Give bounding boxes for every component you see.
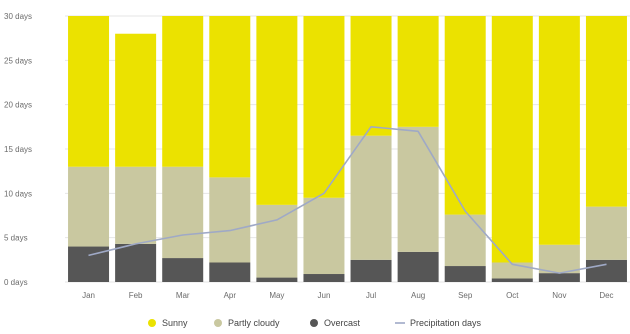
- bar-sunny-oct: [491, 16, 533, 263]
- bar-partly-cloudy-nov: [538, 244, 580, 274]
- precipitation-days-line: [88, 126, 607, 274]
- bar-overcast-feb: [115, 243, 157, 282]
- bar-partly-cloudy-may: [256, 204, 298, 278]
- bar-overcast-mar: [162, 258, 204, 282]
- bar-partly-cloudy-jun: [303, 197, 345, 275]
- bar-sunny-feb: [115, 33, 157, 167]
- stacked-bars: [68, 16, 627, 282]
- bar-overcast-may: [256, 277, 298, 282]
- x-tick-label: May: [269, 291, 284, 300]
- bar-overcast-aug: [397, 251, 439, 282]
- bar-sunny-dec: [585, 16, 627, 207]
- legend-label-sunny: Sunny: [162, 318, 188, 328]
- legend: Sunny Partly cloudy Overcast Precipitation …: [148, 318, 482, 328]
- x-tick-label: Jul: [366, 291, 376, 300]
- bar-sunny-jun: [303, 16, 345, 198]
- bar-sunny-nov: [538, 16, 580, 245]
- legend-item-precipitation-days: Precipitation days: [395, 318, 482, 328]
- legend-swatch-sunny: [148, 319, 156, 327]
- bar-overcast-jul: [350, 259, 392, 282]
- x-tick-label: Oct: [506, 291, 519, 300]
- bar-sunny-aug: [397, 16, 439, 127]
- x-tick-label: Nov: [552, 291, 566, 300]
- legend-label-partly-cloudy: Partly cloudy: [228, 318, 280, 328]
- x-tick-label: Dec: [599, 291, 613, 300]
- bar-overcast-nov: [538, 273, 580, 282]
- bar-overcast-dec: [585, 259, 627, 282]
- legend-item-sunny: Sunny: [148, 318, 188, 328]
- bar-partly-cloudy-aug: [397, 126, 439, 252]
- gridlines: [65, 15, 630, 283]
- bar-overcast-jun: [303, 274, 345, 282]
- y-tick-label: 15 days: [4, 145, 32, 154]
- bar-partly-cloudy-feb: [115, 166, 157, 244]
- y-tick-label: 0 days: [4, 278, 28, 287]
- x-tick-label: Mar: [176, 291, 190, 300]
- x-tick-label: Jun: [318, 291, 331, 300]
- precipitation-line: [88, 126, 607, 274]
- bar-sunny-jul: [350, 16, 392, 136]
- bar-sunny-jan: [68, 16, 110, 167]
- bar-overcast-oct: [491, 278, 533, 282]
- bar-overcast-apr: [209, 262, 251, 282]
- y-tick-label: 10 days: [4, 189, 32, 198]
- legend-label-precipitation-days: Precipitation days: [410, 318, 482, 328]
- bar-sunny-apr: [209, 16, 251, 178]
- x-tick-label: Jan: [82, 291, 95, 300]
- bar-sunny-may: [256, 16, 298, 205]
- y-tick-label: 5 days: [4, 234, 28, 243]
- legend-swatch-overcast: [310, 319, 318, 327]
- bar-sunny-sep: [444, 16, 486, 215]
- bar-partly-cloudy-apr: [209, 177, 251, 263]
- bar-partly-cloudy-mar: [162, 166, 204, 259]
- bar-overcast-sep: [444, 266, 486, 282]
- x-tick-label: Sep: [458, 291, 473, 300]
- bar-sunny-mar: [162, 16, 204, 167]
- legend-item-overcast: Overcast: [310, 318, 361, 328]
- bar-partly-cloudy-dec: [585, 206, 627, 260]
- legend-item-partly-cloudy: Partly cloudy: [214, 318, 280, 328]
- bar-partly-cloudy-sep: [444, 214, 486, 267]
- x-tick-label: Feb: [129, 291, 143, 300]
- x-tick-label: Aug: [411, 291, 425, 300]
- legend-label-overcast: Overcast: [324, 318, 361, 328]
- x-axis-ticks: Jan Feb Mar Apr May Jun Jul Aug Sep Oct Nov Dec: [82, 291, 613, 300]
- x-tick-label: Apr: [224, 291, 237, 300]
- y-tick-label: 30 days: [4, 12, 32, 21]
- y-tick-label: 25 days: [4, 56, 32, 65]
- legend-swatch-partly-cloudy: [214, 319, 222, 327]
- y-tick-label: 20 days: [4, 101, 32, 110]
- y-axis-ticks: 0 days 5 days 10 days 15 days 20 days 25 days…: [4, 12, 32, 287]
- bar-partly-cloudy-jan: [68, 166, 110, 247]
- bar-partly-cloudy-jul: [350, 135, 392, 260]
